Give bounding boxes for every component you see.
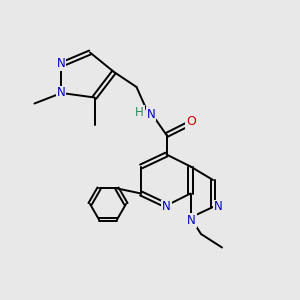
Text: N: N bbox=[56, 86, 65, 100]
Text: N: N bbox=[214, 200, 223, 214]
Text: N: N bbox=[187, 214, 196, 227]
Text: N: N bbox=[56, 57, 65, 70]
Text: O: O bbox=[186, 115, 196, 128]
Text: N: N bbox=[146, 107, 155, 121]
Text: N: N bbox=[162, 200, 171, 214]
Text: H: H bbox=[135, 106, 144, 119]
